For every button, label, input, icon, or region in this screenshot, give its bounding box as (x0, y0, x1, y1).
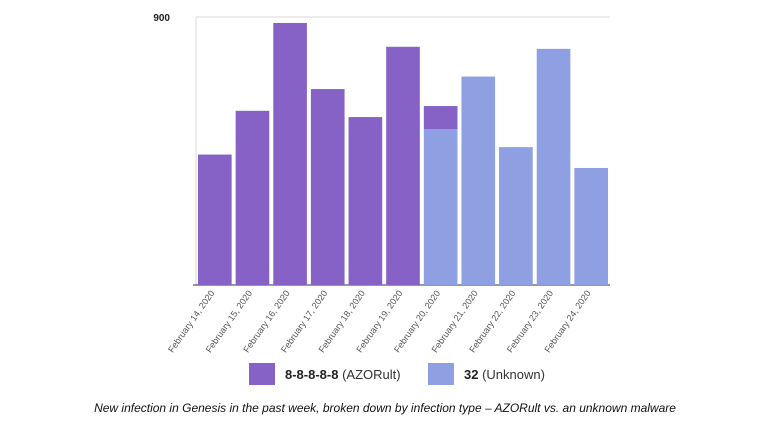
bar-unknown-7 (461, 76, 496, 285)
bar-azorult-6 (423, 106, 458, 130)
bar-unknown-10 (574, 167, 608, 285)
legend-label-unknown: 32 (Unknown) (464, 367, 545, 382)
legend-swatch-unknown (428, 363, 454, 385)
y-tick-label-max: 900 (153, 13, 170, 24)
bar-azorult-5 (386, 46, 420, 285)
legend: 8-8-8-8-8 (AZORult) 32 (Unknown) (0, 361, 770, 387)
bar-group (198, 22, 608, 286)
bar-azorult-1 (235, 110, 270, 285)
legend-label-azorult-bold: 8-8-8-8-8 (285, 366, 339, 382)
bar-unknown-6 (423, 129, 458, 285)
bar-azorult-0 (198, 154, 232, 285)
bar-azorult-3 (310, 89, 345, 285)
bar-azorult-4 (348, 117, 383, 285)
legend-label-azorult-rest: (AZORult) (338, 366, 401, 382)
legend-swatch-azorult (249, 363, 275, 385)
legend-label-azorult: 8-8-8-8-8 (AZORult) (285, 367, 401, 382)
bar-unknown-9 (536, 48, 571, 285)
legend-item-azorult: 8-8-8-8-8 (AZORult) (249, 361, 401, 387)
legend-item-unknown: 32 (Unknown) (428, 361, 545, 387)
chart-caption: New infection in Genesis in the past wee… (94, 401, 676, 415)
bar-unknown-8 (499, 147, 533, 285)
legend-label-unknown-bold: 32 (464, 366, 479, 382)
legend-label-unknown-rest: (Unknown) (478, 366, 545, 382)
bar-azorult-2 (273, 22, 307, 286)
